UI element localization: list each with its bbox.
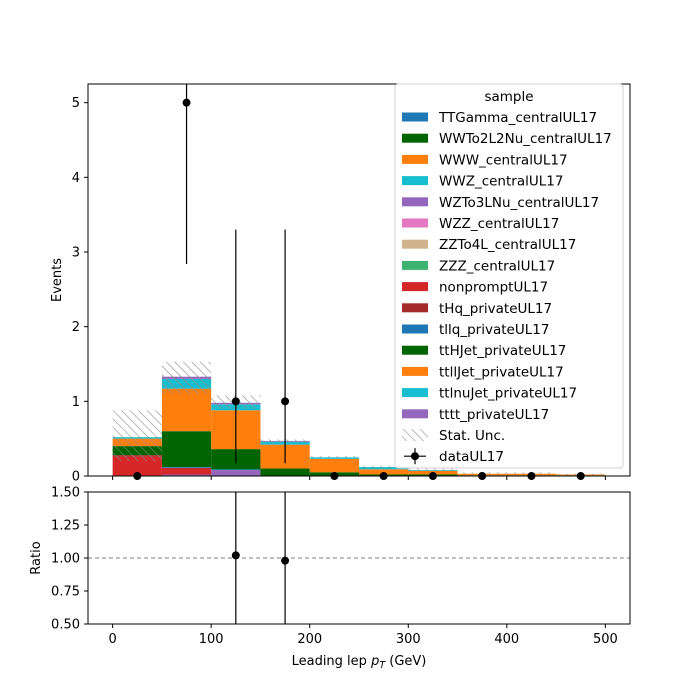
ratio-x-tick-label: 100 [199, 632, 224, 647]
bar-tllq-privateul17-bin-2 [211, 469, 261, 471]
bar-ttlljet-privateul17-bin-4 [309, 458, 359, 473]
bar-tthjet-privateul17-bin-3 [260, 468, 310, 476]
ratio-point-1 [281, 556, 290, 565]
data-point-3 [281, 397, 290, 406]
stat-uncertainty-bands [112, 361, 606, 476]
main-y-tick-label: 5 [72, 96, 80, 111]
main-y-tick-label: 2 [72, 320, 80, 335]
legend-swatch-wzto3lnu-centralul17 [402, 197, 428, 207]
ratio-y-ticks: 0.50 0.75 1.00 1.25 1.50 [51, 486, 88, 633]
legend-label-wwz-centralul17: WWZ_centralUL17 [439, 174, 563, 190]
legend-swatch-ttlnujet-privateul17 [402, 388, 428, 398]
legend-swatch-stat-unc [402, 429, 428, 441]
stat-unc-band-bin-1 [161, 361, 212, 394]
stat-unc-band-bin-5 [359, 465, 409, 469]
legend-label-ttlljet-privateul17: ttllJet_privateUL17 [439, 364, 564, 380]
stat-unc-band-bin-4 [309, 455, 359, 459]
legend-title: sample [484, 89, 533, 105]
main-y-ticks: 0 1 2 3 4 5 [72, 96, 88, 485]
legend-swatch-wwto2l2nu-centralul17 [402, 133, 428, 143]
main-y-tick-label: 4 [72, 171, 80, 186]
bar-ttlljet-privateul17-bin-5 [359, 469, 409, 475]
ratio-x-tick-label: 300 [396, 632, 421, 647]
main-y-tick-label: 0 [72, 470, 80, 485]
legend-data-marker [411, 452, 419, 461]
bar-tthjet-privateul17-bin-1 [161, 431, 212, 468]
bar-ttlnujet-privateul17-bin-4 [309, 457, 359, 459]
ratio-y-tick-label: 0.75 [51, 585, 80, 600]
ratio-y-tick-label: 0.50 [51, 618, 80, 633]
legend-swatch-tttt-privateul17 [402, 409, 428, 419]
legend-swatch-thq-privateul17 [402, 303, 428, 313]
ratio-x-ticks: 0 100 200 300 400 500 [108, 624, 618, 647]
x-axis-label: Leading lep pT (GeV) [292, 654, 427, 671]
ratio-y-tick-label: 1.00 [51, 552, 80, 567]
legend-swatch-wwz-centralul17 [402, 176, 428, 186]
legend-swatch-ttlljet-privateul17 [402, 366, 428, 376]
main-y-axis-label: Events [50, 258, 65, 302]
legend-swatch-tllq-privateul17 [402, 324, 428, 334]
bar-nonpromptul17-bin-0 [112, 456, 162, 476]
legend-label-wwto2l2nu-centralul17: WWTo2L2Nu_centralUL17 [439, 131, 612, 147]
legend-label-data: dataUL17 [439, 449, 504, 465]
main-y-tick-label: 1 [72, 395, 80, 410]
stat-unc-band-bin-6 [408, 468, 458, 472]
bar-nonpromptul17-bin-1 [161, 468, 212, 475]
stat-unc-band-bin-0 [112, 410, 162, 462]
legend-label-ttgamma-centralul17: TTGamma_centralUL17 [438, 110, 597, 126]
data-point-1 [182, 98, 191, 107]
legend-label-ttlnujet-privateul17: ttlnuJet_privateUL17 [439, 386, 577, 402]
legend-swatch-zzz-centralul17 [402, 260, 428, 270]
data-point-2 [231, 397, 240, 406]
legend-label-zzz-centralul17: ZZZ_centralUL17 [439, 258, 555, 274]
ratio-points [231, 492, 290, 624]
data-points [133, 84, 585, 480]
legend-label-stat-unc: Stat. Unc. [439, 428, 505, 444]
legend-swatch-www-centralul17 [402, 154, 428, 164]
legend: sample TTGamma_centralUL17 WWTo2L2Nu_cent… [394, 83, 624, 469]
ratio-x-tick-label: 200 [297, 632, 322, 647]
bar-thq-privateul17-bin-1 [161, 467, 212, 469]
legend-label-tttt-privateul17: tttt_privateUL17 [439, 407, 549, 423]
legend-label-www-centralul17: WWW_centralUL17 [439, 152, 568, 168]
legend-label-wzto3lnu-centralul17: WZTo3LNu_centralUL17 [439, 195, 599, 211]
legend-label-wzz-centralul17: WZZ_centralUL17 [439, 216, 559, 232]
legend-swatch-wzz-centralul17 [402, 218, 428, 228]
ratio-y-tick-label: 1.25 [51, 519, 80, 534]
main-y-tick-label: 3 [72, 246, 80, 261]
ratio-y-tick-label: 1.50 [51, 486, 80, 501]
legend-label-nonpromptul17: nonpromptUL17 [439, 280, 548, 296]
legend-swatch-tthjet-privateul17 [402, 345, 428, 355]
ratio-point-0 [231, 551, 240, 560]
legend-swatch-nonpromptul17 [402, 282, 428, 292]
legend-swatch-zzto4l-centralul17 [402, 239, 428, 249]
ratio-y-axis-label: Ratio [29, 541, 44, 574]
main-x-ticks [112, 476, 606, 480]
main-plot: 0 1 2 3 4 5 Events [50, 83, 631, 485]
bar-ttlljet-privateul17-bin-1 [161, 388, 212, 432]
ratio-plot-frame [87, 491, 631, 625]
legend-label-zzto4l-centralul17: ZZTo4L_centralUL17 [439, 237, 576, 253]
legend-box [394, 83, 624, 469]
legend-label-thq-privateul17: tHq_privateUL17 [439, 301, 552, 317]
main-plot-frame [87, 83, 631, 477]
bar-tllq-privateul17-bin-1 [161, 467, 212, 468]
legend-label-tthjet-privateul17: ttHJet_privateUL17 [439, 343, 566, 359]
legend-swatch-ttgamma-centralul17 [402, 112, 428, 122]
legend-items: TTGamma_centralUL17 WWTo2L2Nu_centralUL17… [402, 110, 612, 465]
legend-label-tllq-privateul17: tllq_privateUL17 [439, 322, 549, 338]
bar-wzto3lnu-centralul17-bin-2 [211, 470, 261, 476]
ratio-x-tick-label: 0 [108, 632, 116, 647]
ratio-plot: 0.50 0.75 1.00 1.25 1.50 0 100 200 300 400 500 Ra… [29, 486, 631, 671]
ratio-x-tick-label: 400 [494, 632, 519, 647]
ratio-x-tick-label: 500 [593, 632, 618, 647]
bar-wzto3lnu-centralul17-bin-1 [161, 474, 212, 476]
